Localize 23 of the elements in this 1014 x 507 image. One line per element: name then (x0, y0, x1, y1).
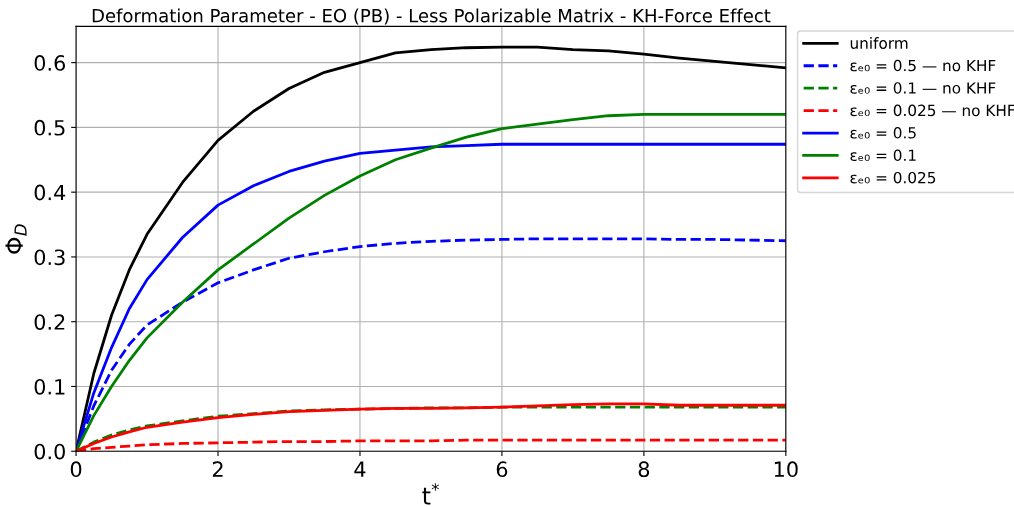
y-tick-label: 0.3 (34, 249, 65, 266)
y-axis-title: Φ$_{D}$ (5, 224, 27, 254)
legend-label: εₑ₀ = 0.1 — no KHF (850, 82, 996, 94)
y-tick-label: 0.6 (34, 55, 66, 71)
chart-title: Deformation Parameter - EO (PB) - Less Polarizable Matrix - KH-Force Effect (92, 8, 771, 25)
y-tick-label: 0.0 (34, 443, 65, 460)
x-tick-label: 2 (212, 461, 223, 477)
legend-label: εₑ₀ = 0.025 (850, 171, 936, 184)
legend-label: εₑ₀ = 0.5 (850, 127, 916, 139)
x-tick-label: 10 (774, 461, 798, 478)
legend-label: uniform (850, 37, 908, 49)
legend-label: εₑ₀ = 0.1 (850, 149, 916, 162)
legend-label: εₑ₀ = 0.5 — no KHF (850, 59, 996, 72)
x-tick-label: 4 (354, 461, 366, 477)
x-tick-label: 8 (638, 461, 650, 478)
y-tick-label: 0.1 (34, 378, 65, 395)
y-tick-label: 0.2 (34, 314, 65, 330)
legend-label: εₑ₀ = 0.025 — no KHF (850, 104, 1014, 117)
x-axis-title: t$^{*}$ (422, 483, 439, 505)
y-tick-label: 0.5 (34, 119, 65, 136)
x-tick-label: 0 (70, 461, 82, 478)
x-tick-label: 6 (496, 461, 508, 478)
y-tick-label: 0.4 (34, 184, 66, 201)
